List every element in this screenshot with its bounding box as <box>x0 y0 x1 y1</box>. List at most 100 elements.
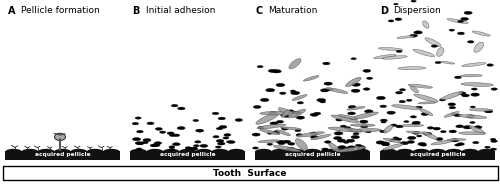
Ellipse shape <box>398 67 426 70</box>
Circle shape <box>268 132 272 134</box>
Circle shape <box>395 18 402 20</box>
Ellipse shape <box>382 56 407 59</box>
Circle shape <box>391 124 397 126</box>
Circle shape <box>458 92 466 95</box>
Circle shape <box>388 139 396 142</box>
Ellipse shape <box>383 138 401 143</box>
Circle shape <box>408 141 414 143</box>
Circle shape <box>435 61 441 64</box>
Circle shape <box>396 91 402 94</box>
Circle shape <box>471 93 480 96</box>
Circle shape <box>288 143 295 145</box>
Circle shape <box>360 120 368 123</box>
Circle shape <box>412 121 420 124</box>
Ellipse shape <box>472 31 490 36</box>
Ellipse shape <box>350 124 375 127</box>
Circle shape <box>296 116 304 119</box>
Circle shape <box>290 91 300 95</box>
Circle shape <box>366 77 372 79</box>
Circle shape <box>416 106 422 108</box>
Ellipse shape <box>461 83 494 86</box>
Ellipse shape <box>410 86 418 93</box>
Ellipse shape <box>458 132 486 135</box>
Circle shape <box>404 121 409 123</box>
Circle shape <box>137 142 143 145</box>
Circle shape <box>252 133 260 136</box>
Ellipse shape <box>383 143 404 150</box>
Text: B: B <box>132 6 140 16</box>
Bar <box>380 151 495 160</box>
Ellipse shape <box>274 145 301 152</box>
Circle shape <box>380 130 386 133</box>
Circle shape <box>348 105 356 108</box>
Text: Tooth  Surface: Tooth Surface <box>213 169 287 178</box>
Circle shape <box>276 83 285 87</box>
Circle shape <box>347 146 356 149</box>
Circle shape <box>337 139 345 142</box>
Circle shape <box>360 125 368 128</box>
Circle shape <box>457 143 464 146</box>
Circle shape <box>254 105 261 108</box>
Wedge shape <box>380 149 397 152</box>
Ellipse shape <box>406 131 426 134</box>
Circle shape <box>363 69 370 72</box>
Circle shape <box>345 148 354 151</box>
Circle shape <box>178 107 185 110</box>
Circle shape <box>142 141 148 144</box>
Text: D: D <box>380 6 388 16</box>
Circle shape <box>393 137 398 139</box>
Circle shape <box>376 141 385 144</box>
Circle shape <box>160 131 166 133</box>
Circle shape <box>297 102 304 104</box>
Ellipse shape <box>444 111 460 117</box>
Circle shape <box>132 122 138 125</box>
Circle shape <box>136 130 143 133</box>
Circle shape <box>382 143 390 146</box>
Ellipse shape <box>288 109 306 118</box>
Wedge shape <box>22 149 38 152</box>
Wedge shape <box>272 149 288 152</box>
Circle shape <box>169 148 175 151</box>
Circle shape <box>270 122 278 125</box>
Circle shape <box>400 142 408 145</box>
Circle shape <box>336 119 342 121</box>
Circle shape <box>223 137 229 139</box>
Circle shape <box>396 50 402 52</box>
Ellipse shape <box>413 49 434 57</box>
Ellipse shape <box>392 105 421 109</box>
Circle shape <box>344 127 351 129</box>
Circle shape <box>474 126 482 129</box>
Circle shape <box>170 134 175 136</box>
Wedge shape <box>462 149 478 152</box>
Circle shape <box>466 115 475 118</box>
Circle shape <box>436 138 443 140</box>
Circle shape <box>348 112 356 115</box>
Circle shape <box>252 147 258 149</box>
Circle shape <box>454 76 462 79</box>
Text: C: C <box>255 6 262 16</box>
Circle shape <box>410 34 418 37</box>
Wedge shape <box>336 149 353 152</box>
Circle shape <box>406 99 412 101</box>
Circle shape <box>380 119 387 122</box>
Ellipse shape <box>458 115 486 118</box>
Ellipse shape <box>292 95 307 100</box>
Circle shape <box>486 110 492 113</box>
Circle shape <box>449 130 456 133</box>
Wedge shape <box>478 149 495 152</box>
Wedge shape <box>445 149 462 152</box>
Circle shape <box>268 69 276 72</box>
Circle shape <box>334 148 340 150</box>
Ellipse shape <box>414 94 438 102</box>
Circle shape <box>344 141 349 143</box>
Circle shape <box>485 146 490 148</box>
Circle shape <box>169 146 175 148</box>
Ellipse shape <box>54 133 66 140</box>
Circle shape <box>218 117 226 120</box>
Circle shape <box>282 127 288 130</box>
Circle shape <box>135 117 141 119</box>
Wedge shape <box>5 149 22 152</box>
Circle shape <box>294 111 301 114</box>
Circle shape <box>136 148 142 150</box>
Ellipse shape <box>425 38 441 47</box>
